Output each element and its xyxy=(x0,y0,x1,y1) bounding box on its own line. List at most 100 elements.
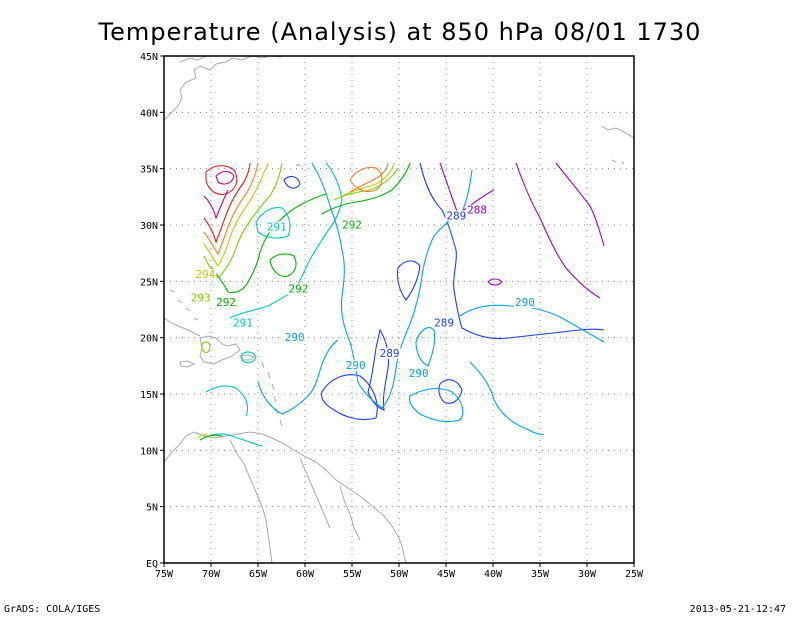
contour-293-isle xyxy=(201,341,211,354)
north-america-coast xyxy=(164,56,286,121)
contour-288-ne xyxy=(555,162,605,247)
contour-289-west xyxy=(367,328,390,411)
contour-290-south xyxy=(257,339,339,415)
contour-label-289: 289 xyxy=(434,316,454,329)
guiana-interior xyxy=(299,457,361,541)
axis-ticks: 75W 70W 65W 60W 55W 50W 45W 40W 35W 30W 25W EQ 5N 10N… xyxy=(140,52,644,580)
temperature-contours xyxy=(197,162,605,447)
hispaniola-coast xyxy=(199,335,241,365)
contour-296-west xyxy=(203,162,251,244)
contour-294-west xyxy=(203,162,269,268)
contour-label-292: 292 xyxy=(288,283,308,296)
lon-tick-label: 60W xyxy=(296,569,315,580)
contour-label-294: 294 xyxy=(195,268,215,281)
contour-label-background xyxy=(215,297,238,309)
lon-tick-label: 40W xyxy=(484,569,503,580)
lat-tick-label: EQ xyxy=(146,559,158,570)
contour-label-background xyxy=(407,368,430,380)
contour-292-south xyxy=(199,434,223,441)
south-america-coast xyxy=(164,431,407,563)
lon-tick-label: 70W xyxy=(202,569,221,580)
contour-label-290: 290 xyxy=(285,331,305,344)
lon-tick-label: 75W xyxy=(155,569,174,580)
contour-label-292: 292 xyxy=(342,218,362,231)
contour-label-291: 291 xyxy=(267,221,287,234)
contour-295-west xyxy=(203,162,259,256)
contour-label-background xyxy=(344,360,367,372)
lat-tick-label: 30N xyxy=(140,221,158,232)
lon-tick-label: 35W xyxy=(531,569,550,580)
canary-islands xyxy=(611,159,625,165)
lon-tick-label: 50W xyxy=(390,569,409,580)
lon-tick-label: 45W xyxy=(437,569,456,580)
lat-tick-label: 25N xyxy=(140,277,158,288)
lat-tick-label: 20N xyxy=(140,334,158,345)
lat-tick-label: 45N xyxy=(140,52,158,63)
lat-tick-label: 35N xyxy=(140,165,158,176)
contour-291-cell xyxy=(255,207,291,239)
contour-label-background xyxy=(445,210,468,222)
contour-label-288: 288 xyxy=(467,204,487,217)
map-frame xyxy=(163,55,635,564)
contour-295-north xyxy=(349,162,389,193)
bermuda-island xyxy=(295,163,301,167)
contour-label-289: 289 xyxy=(380,347,400,360)
contour-292-north xyxy=(321,162,411,215)
contour-297-ring xyxy=(215,170,235,185)
cuba-coast xyxy=(164,317,201,337)
venezuela-interior xyxy=(229,439,273,563)
contour-291-south xyxy=(205,385,249,417)
contour-label-background xyxy=(433,317,456,329)
contour-label-background xyxy=(265,221,288,233)
jamaica-coast xyxy=(179,360,196,368)
bahamas-islands xyxy=(169,289,199,321)
lat-tick-label: 40N xyxy=(140,108,158,119)
lon-tick-label: 30W xyxy=(578,569,597,580)
contour-289-main xyxy=(419,162,605,340)
contour-label-290: 290 xyxy=(409,367,429,380)
footer-credit: GrADS: COLA/IGES xyxy=(4,604,101,615)
contour-290-far xyxy=(469,361,545,435)
contour-288-cell xyxy=(487,278,503,286)
nova-scotia-coast xyxy=(179,56,207,63)
contour-293-west xyxy=(203,162,283,279)
contour-label-background xyxy=(283,332,306,344)
africa-coast xyxy=(601,125,634,139)
contour-label-background xyxy=(378,347,401,359)
contour-294-north xyxy=(341,162,395,197)
contour-label-289: 289 xyxy=(446,209,466,222)
contour-label-background xyxy=(287,283,310,295)
contour-294-isle xyxy=(197,434,211,439)
lat-tick-label: 15N xyxy=(140,390,158,401)
contour-label-292: 292 xyxy=(216,296,236,309)
contour-label-291: 291 xyxy=(233,316,253,329)
contour-label-293: 293 xyxy=(191,292,211,305)
contour-label-background xyxy=(513,297,536,309)
contour-label-background xyxy=(231,317,254,329)
contour-297-west xyxy=(203,189,229,220)
contour-289-east xyxy=(438,379,463,404)
contour-290-big xyxy=(311,162,473,409)
contour-296-ring xyxy=(205,165,238,195)
contour-292-blob xyxy=(269,253,297,277)
lat-tick-label: 5N xyxy=(146,503,158,514)
lesser-antilles xyxy=(261,361,283,427)
lon-tick-label: 25W xyxy=(625,569,644,580)
contour-label-background xyxy=(466,204,489,216)
contour-label-background xyxy=(341,219,363,231)
contour-291-west xyxy=(229,162,343,319)
contour-289-blob xyxy=(283,175,301,189)
lat-tick-label: 10N xyxy=(140,446,158,457)
map-title: Temperature (Analysis) at 850 hPa 08/01 … xyxy=(98,18,702,46)
footer-timestamp: 2013-05-21-12:47 xyxy=(689,604,786,615)
contour-289-mid xyxy=(396,260,421,301)
contour-290-east xyxy=(459,304,605,343)
lon-tick-label: 55W xyxy=(343,569,362,580)
graticule-grid xyxy=(164,56,634,563)
contour-292-main xyxy=(211,193,327,294)
contour-290-ring xyxy=(415,327,436,367)
contour-293-north xyxy=(333,167,399,201)
contour-290-se xyxy=(408,387,464,423)
